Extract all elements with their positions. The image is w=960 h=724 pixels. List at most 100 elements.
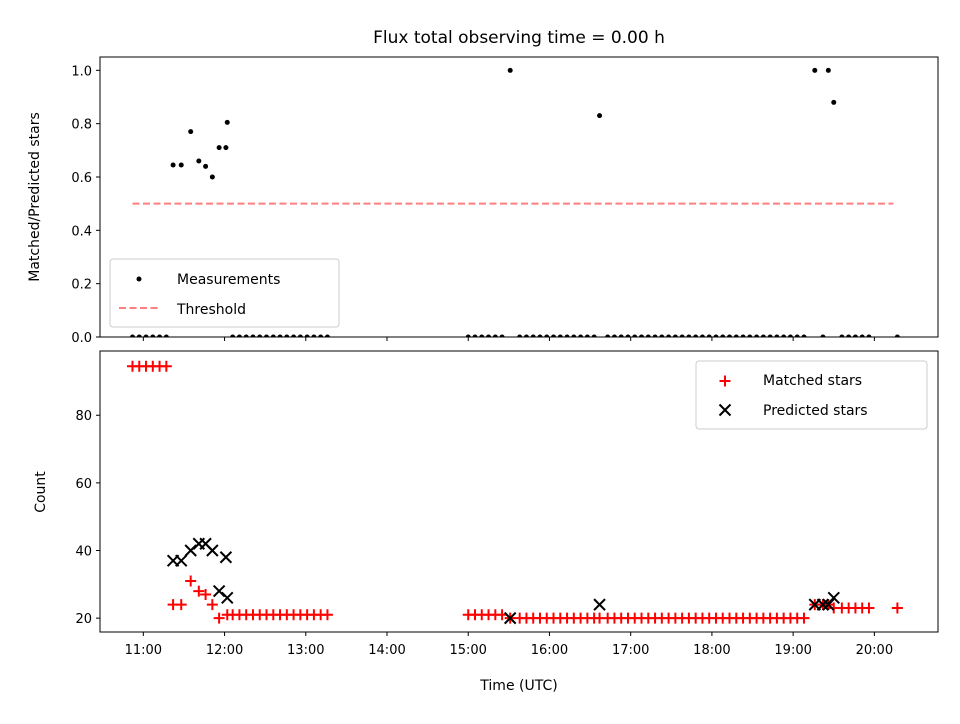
measurements-point (794, 334, 800, 337)
measurements-point (666, 334, 672, 337)
predicted-stars-point (206, 544, 219, 557)
predicted-stars-point (221, 591, 234, 605)
matched-stars-point (213, 612, 225, 624)
measurements-point (163, 334, 169, 337)
y-tick-label: 20 (75, 612, 92, 627)
bottom-x-ticks: 11:00 12:00 13:00 14:00 15:00 16:00 17:00 18:00… (125, 632, 893, 658)
measurements-point (564, 334, 570, 337)
measurements-point (894, 334, 900, 337)
predicted-stars-point (503, 611, 517, 625)
measurements-point (639, 334, 645, 337)
measurements-point (277, 334, 283, 337)
measurements-point (645, 334, 651, 337)
x-tick-label: 18:00 (693, 643, 730, 658)
measurements-point (591, 334, 597, 337)
measurements-point (257, 334, 263, 337)
y-tick-label: 0.2 (71, 278, 92, 293)
legend-label-measurements: Measurements (177, 272, 280, 288)
measurements-point (270, 334, 276, 337)
measurements-point (693, 334, 699, 337)
measurements-point (544, 334, 550, 337)
top-y-axis-label: Matched/Predicted stars (27, 112, 43, 282)
y-tick-label: 40 (75, 545, 92, 560)
x-tick-label: 12:00 (206, 643, 243, 658)
measurements-point (224, 119, 230, 125)
top-panel: 0.0 0.2 0.4 0.6 0.8 1.0 Matched/Predicted sta… (27, 56, 939, 346)
measurements-point (136, 334, 142, 337)
measurements-point (767, 334, 773, 337)
measurements-point (223, 145, 229, 151)
bottom-plot-area (126, 360, 903, 625)
matched-stars-point (175, 599, 187, 611)
measurements-point (150, 334, 156, 337)
measurements-point (787, 334, 793, 337)
predicted-stars-point (219, 551, 233, 564)
measurements-point (740, 334, 746, 337)
measurements-point (291, 334, 297, 337)
y-tick-label: 0.0 (71, 331, 92, 346)
measurements-point (679, 334, 685, 337)
measurements-point (143, 334, 149, 337)
measurements-point (618, 334, 624, 337)
measurements-point (760, 334, 766, 337)
y-tick-label: 0.6 (71, 171, 92, 186)
measurements-point (216, 145, 222, 151)
x-tick-label: 11:00 (125, 643, 162, 658)
measurements-point (284, 334, 290, 337)
measurements-point (507, 67, 513, 73)
measurements-point (831, 99, 837, 105)
y-tick-label: 1.0 (71, 64, 92, 79)
top-legend: Measurements Threshold (109, 258, 340, 328)
measurements-point (243, 334, 249, 337)
measurements-point (318, 334, 324, 337)
measurements-point (578, 334, 584, 337)
predicted-stars-point (175, 554, 188, 567)
measurements-point (523, 334, 529, 337)
measurements-point (492, 334, 498, 337)
measurements-point (537, 334, 543, 337)
x-tick-label: 20:00 (856, 643, 893, 658)
y-tick-label: 60 (75, 477, 92, 492)
legend-marker-matched-stars (719, 375, 731, 387)
measurements-point (250, 334, 256, 337)
top-axes-frame (99, 56, 939, 338)
measurements-point (236, 334, 242, 337)
measurements-point (625, 334, 631, 337)
measurements-point (839, 334, 845, 337)
measurements-point (706, 334, 712, 337)
measurements-point (203, 163, 209, 169)
measurements-point (720, 334, 726, 337)
measurements-point (699, 334, 705, 337)
legend-marker-predicted-stars (718, 403, 732, 417)
measurements-point (486, 334, 492, 337)
measurements-point (597, 113, 603, 119)
top-legend-box (109, 258, 340, 328)
measurements-point (264, 334, 270, 337)
bottom-legend: Matched stars Predicted stars (695, 360, 928, 430)
measurements-point (551, 334, 557, 337)
measurements-point (230, 334, 236, 337)
legend-label-matched-stars: Matched stars (763, 373, 862, 389)
measurements-point (747, 334, 753, 337)
matched-stars-point (798, 612, 810, 624)
measurements-point (852, 334, 858, 337)
measurements-point (479, 334, 485, 337)
measurements-point (178, 162, 184, 168)
x-tick-label: 16:00 (531, 643, 568, 658)
plot-marks (129, 67, 900, 337)
measurements-point (499, 334, 505, 337)
x-axis-label: Time (UTC) (479, 678, 557, 694)
measurements-point (652, 334, 658, 337)
predicted-stars-point (593, 598, 606, 611)
measurements-point (465, 334, 471, 337)
measurements-point (611, 334, 617, 337)
x-tick-label: 13:00 (287, 643, 324, 658)
measurements-point (571, 334, 577, 337)
measurements-point (659, 334, 665, 337)
chart-title: Flux total observing time = 0.00 h (373, 28, 665, 48)
x-tick-label: 15:00 (449, 643, 486, 658)
measurements-point (472, 334, 478, 337)
matched-stars-point (891, 602, 903, 614)
